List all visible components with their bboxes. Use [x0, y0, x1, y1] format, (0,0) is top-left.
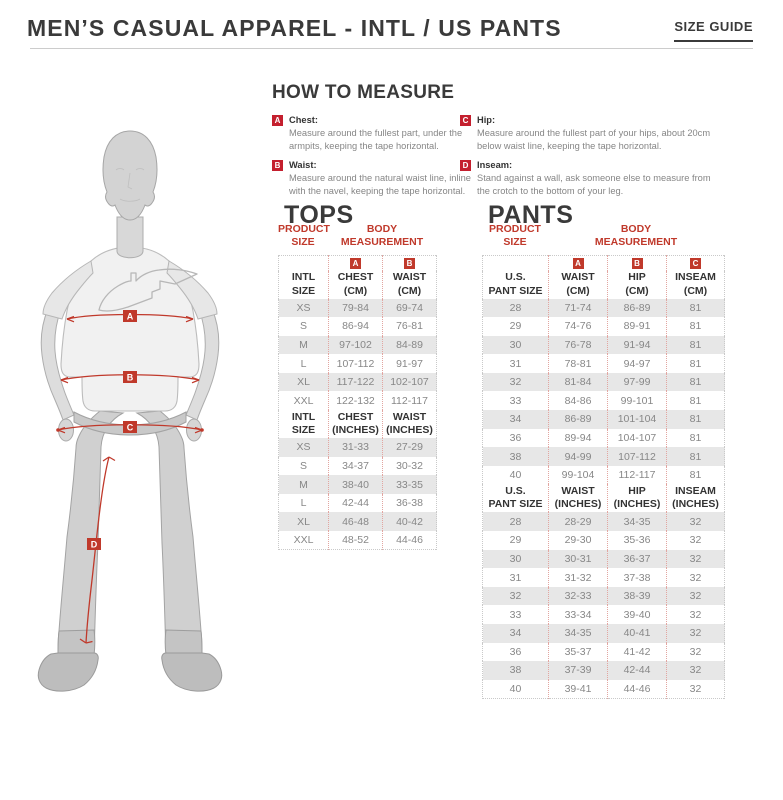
svg-text:C: C [127, 423, 134, 433]
svg-text:D: D [91, 540, 98, 550]
svg-text:A: A [127, 312, 134, 322]
svg-text:B: B [127, 373, 134, 383]
